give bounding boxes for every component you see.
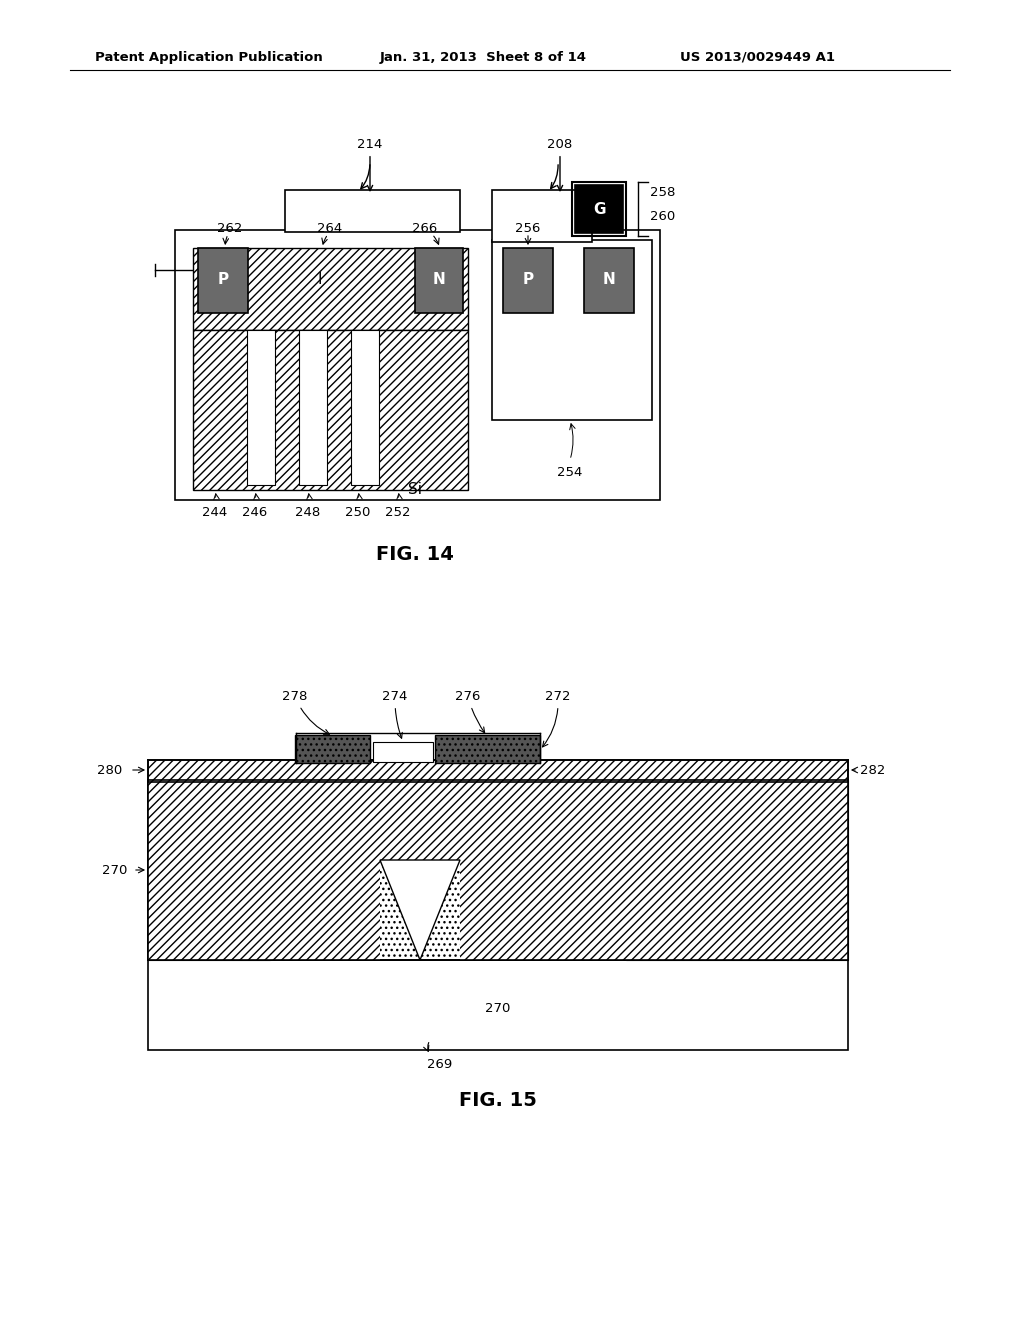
Text: 244: 244 [203,507,227,520]
Bar [299,330,327,484]
Text: 250: 250 [345,507,371,520]
Text: 274: 274 [382,690,408,738]
Text: 278: 278 [283,690,330,734]
Bar [148,780,270,960]
Text: US 2013/0029449 A1: US 2013/0029449 A1 [680,50,835,63]
Text: Jan. 31, 2013  Sheet 8 of 14: Jan. 31, 2013 Sheet 8 of 14 [380,50,587,63]
Bar [193,330,468,490]
Bar [572,182,626,236]
Text: 248: 248 [295,507,321,520]
Bar [148,780,281,960]
Text: 269: 269 [427,1059,453,1072]
Text: P: P [522,272,534,288]
Bar [373,742,433,762]
Bar [503,248,553,313]
Bar [492,240,652,420]
Text: 208: 208 [548,139,572,190]
Text: 264: 264 [317,222,343,235]
Text: 256: 256 [515,222,541,235]
Text: 246: 246 [243,507,267,520]
Bar [280,861,380,960]
Text: 252: 252 [385,507,411,520]
Text: P: P [217,272,228,288]
Bar [280,780,620,861]
Text: 270: 270 [485,1002,511,1015]
Text: 260: 260 [650,210,675,223]
Text: FIG. 14: FIG. 14 [376,545,454,565]
Polygon shape [380,861,460,960]
Bar [435,735,540,763]
Bar [148,960,848,1049]
Text: 254: 254 [557,466,583,479]
Bar [415,248,463,313]
Bar [148,780,848,960]
Text: 282: 282 [860,763,886,776]
Text: 272: 272 [543,690,570,747]
Text: 214: 214 [357,139,383,190]
Text: 276: 276 [456,690,484,733]
Text: 262: 262 [217,222,243,235]
Text: N: N [432,272,445,288]
Text: 258: 258 [650,186,676,198]
Bar [193,248,468,330]
Bar [247,330,275,484]
Bar [198,248,248,313]
Bar [351,330,379,484]
Bar [460,861,620,960]
Bar [285,190,460,232]
Text: FIG. 15: FIG. 15 [459,1090,537,1110]
Bar [584,248,634,313]
Bar [575,185,623,234]
Text: N: N [603,272,615,288]
Text: I: I [317,272,323,288]
Bar [620,780,848,960]
Bar [626,780,848,960]
Text: G: G [593,202,605,216]
Bar [175,230,660,500]
Bar [295,735,370,763]
Text: 266: 266 [413,222,437,235]
Bar [148,780,848,960]
Bar [148,760,848,781]
Bar [492,190,592,242]
Text: Patent Application Publication: Patent Application Publication [95,50,323,63]
Text: Si: Si [408,483,422,498]
Text: 270: 270 [102,863,128,876]
Text: 280: 280 [97,763,123,776]
